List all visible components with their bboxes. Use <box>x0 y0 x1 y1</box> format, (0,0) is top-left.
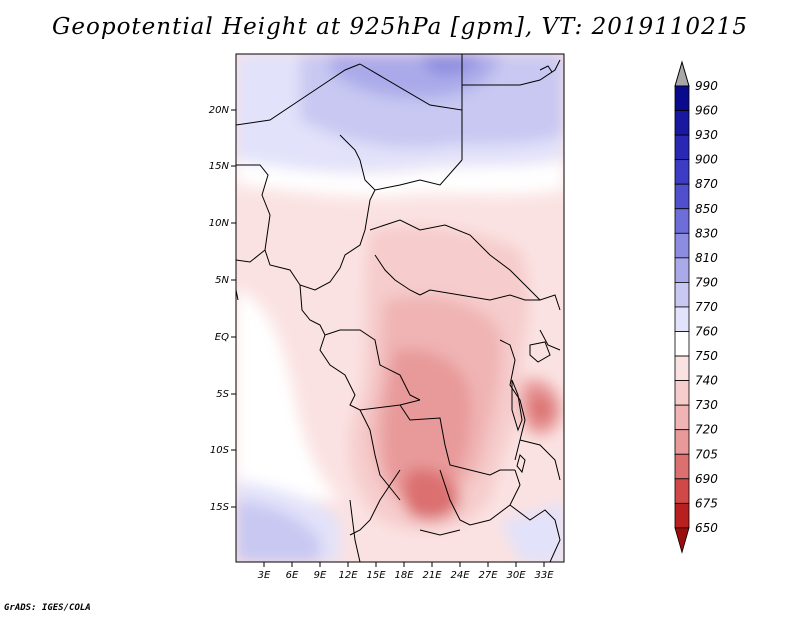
map-title: Geopotential Height at 925hPa [gpm], VT:… <box>52 14 748 40</box>
colorbar-label-850: 850 <box>695 202 718 216</box>
colorbar-label-990: 990 <box>695 79 718 93</box>
colorbar-label-770: 770 <box>695 300 718 314</box>
lat-label-15n: 15N <box>209 161 230 172</box>
colorbar-swatch-750 <box>674 355 690 381</box>
colorbar: 990 960 930 900 870 850 830 810 790 770 760 750 740 7… <box>674 60 718 554</box>
lon-label-3e: 3E <box>258 570 271 581</box>
map-frame <box>235 53 565 563</box>
colorbar-swatch-720 <box>674 429 690 455</box>
lon-label-27e: 27E <box>478 570 498 581</box>
lat-label-15s: 15S <box>210 502 230 513</box>
lat-label-5s: 5S <box>216 389 229 400</box>
colorbar-swatch-930 <box>674 134 690 161</box>
colorbar-label-870: 870 <box>695 177 718 191</box>
colorbar-swatch-760 <box>674 331 690 357</box>
colorbar-swatch-990 <box>674 85 690 111</box>
lon-label-18e: 18E <box>394 570 414 581</box>
colorbar-swatch-675 <box>674 502 690 529</box>
colorbar-label-960: 960 <box>695 104 718 118</box>
colorbar-swatch-900 <box>674 159 690 185</box>
colorbar-swatch-730 <box>674 404 690 431</box>
lat-label-10n: 10N <box>209 218 230 229</box>
colorbar-swatch-960 <box>674 110 690 136</box>
geopotential-field <box>236 54 564 562</box>
colorbar-over-arrow <box>674 60 690 87</box>
colorbar-label-830: 830 <box>695 226 718 240</box>
lat-label-10s: 10S <box>210 445 230 456</box>
lon-label-21e: 21E <box>422 570 442 581</box>
colorbar-label-930: 930 <box>695 128 718 142</box>
colorbar-label-730: 730 <box>695 398 718 412</box>
lon-label-33e: 33E <box>534 570 554 581</box>
country-borders <box>236 54 561 562</box>
lon-label-6e: 6E <box>286 570 299 581</box>
lat-label-eq: EQ <box>215 332 229 343</box>
lon-label-12e: 12E <box>338 570 358 581</box>
colorbar-label-705: 705 <box>695 447 718 461</box>
lat-label-5n: 5N <box>215 275 229 286</box>
colorbar-swatch-790 <box>674 281 690 308</box>
colorbar-swatch-740 <box>674 380 690 406</box>
grads-credit: GrADS: IGES/COLA <box>4 603 91 613</box>
colorbar-label-750: 750 <box>695 349 718 363</box>
colorbar-swatch-770 <box>674 306 690 332</box>
colorbar-swatch-850 <box>674 208 690 234</box>
lon-ticks <box>263 562 545 567</box>
colorbar-swatch-690 <box>674 478 690 504</box>
colorbar-label-790: 790 <box>695 275 718 289</box>
colorbar-swatch-650 <box>674 527 690 554</box>
colorbar-swatch-705 <box>674 453 690 480</box>
colorbar-label-690: 690 <box>695 472 718 486</box>
colorbar-label-900: 900 <box>695 153 718 167</box>
colorbar-swatch-870 <box>674 183 690 210</box>
lon-label-15e: 15E <box>366 570 386 581</box>
lon-label-9e: 9E <box>314 570 327 581</box>
lat-label-20n: 20N <box>209 105 230 116</box>
lat-ticks <box>231 109 236 508</box>
colorbar-label-675: 675 <box>695 496 718 510</box>
colorbar-label-810: 810 <box>695 251 718 265</box>
lon-label-24e: 24E <box>450 570 470 581</box>
colorbar-swatch-810 <box>674 257 690 283</box>
colorbar-label-650: 650 <box>695 521 718 535</box>
colorbar-label-720: 720 <box>695 423 718 437</box>
colorbar-label-760: 760 <box>695 325 718 339</box>
colorbar-label-740: 740 <box>695 374 718 388</box>
lon-label-30e: 30E <box>506 570 526 581</box>
colorbar-swatch-830 <box>674 232 690 259</box>
